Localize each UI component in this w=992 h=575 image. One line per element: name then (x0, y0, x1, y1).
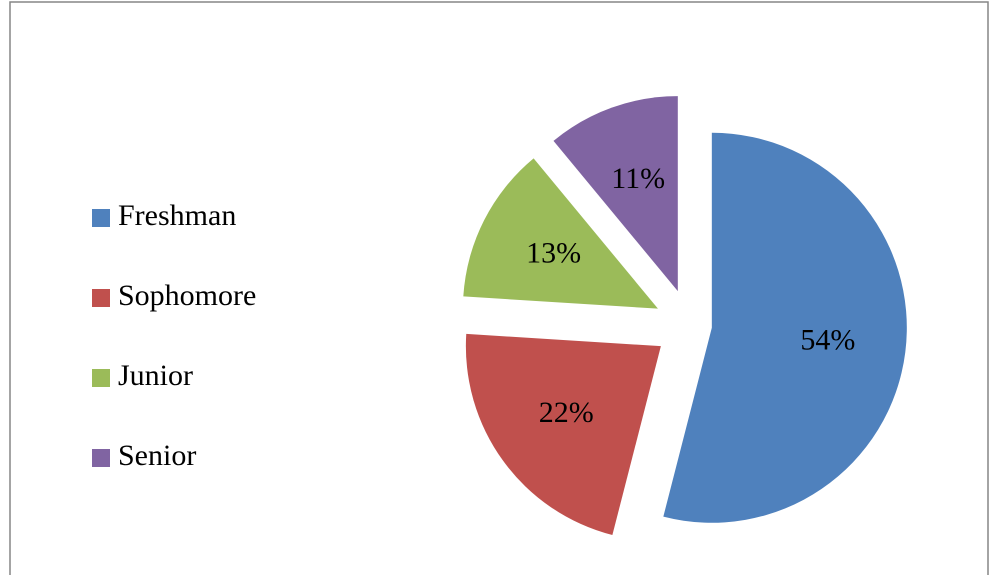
pie-slice (553, 96, 678, 292)
data-label: 54% (800, 323, 855, 356)
data-label: 13% (526, 236, 581, 269)
legend-label: Sophomore (118, 279, 256, 312)
legend-swatch (92, 289, 110, 307)
legend-swatch (92, 209, 110, 227)
legend-label: Junior (118, 359, 193, 392)
pie-slice (663, 132, 907, 523)
legend-swatch (92, 369, 110, 387)
pie-slice (463, 158, 658, 309)
pie-slice (465, 333, 661, 536)
legend-swatch (92, 449, 110, 467)
legend-label: Freshman (118, 199, 236, 232)
data-label: 22% (539, 396, 594, 429)
data-label: 11% (611, 162, 665, 195)
legend-label: Senior (118, 439, 196, 472)
